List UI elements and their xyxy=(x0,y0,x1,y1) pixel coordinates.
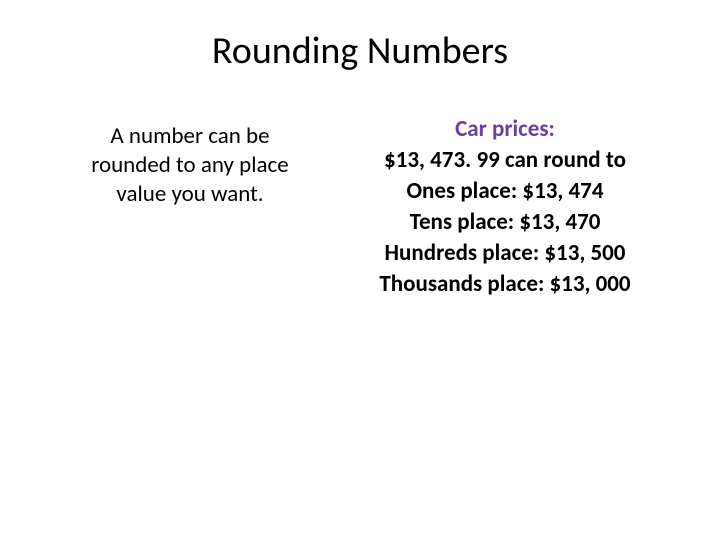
round-intro: $13, 473. 99 can round to xyxy=(330,145,680,176)
hundreds-line: Hundreds place: $13, 500 xyxy=(330,238,680,269)
slide-title: Rounding Numbers xyxy=(0,0,720,94)
left-text-line1: A number can be xyxy=(60,122,320,151)
thousands-line: Thousands place: $13, 000 xyxy=(330,269,680,300)
left-column: A number can be rounded to any place val… xyxy=(60,114,320,300)
content-area: A number can be rounded to any place val… xyxy=(0,94,720,300)
car-prices-label: Car prices: xyxy=(330,114,680,145)
right-column: Car prices: $13, 473. 99 can round to On… xyxy=(320,114,680,300)
ones-line: Ones place: $13, 474 xyxy=(330,176,680,207)
tens-line: Tens place: $13, 470 xyxy=(330,207,680,238)
left-text-line2: rounded to any place xyxy=(60,151,320,180)
left-text-line3: value you want. xyxy=(60,180,320,209)
